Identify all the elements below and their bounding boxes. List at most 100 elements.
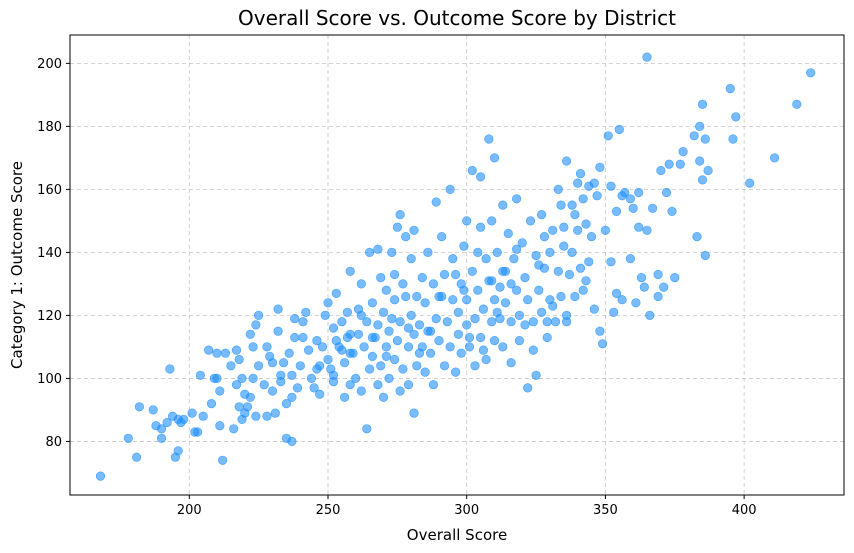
data-point <box>270 408 280 418</box>
data-point <box>381 285 391 295</box>
data-point <box>553 184 563 194</box>
data-point <box>578 194 588 204</box>
data-point <box>498 342 508 352</box>
y-axis-label: Category 1: Outcome Score <box>8 161 26 369</box>
data-point <box>231 380 242 390</box>
data-point <box>403 380 414 390</box>
data-point <box>631 298 641 308</box>
data-point <box>187 408 197 418</box>
data-point <box>193 427 203 437</box>
data-point <box>395 210 405 220</box>
data-point <box>584 257 594 267</box>
data-point <box>553 266 563 276</box>
data-point <box>362 317 372 327</box>
data-point <box>531 370 541 380</box>
data-point <box>218 455 228 465</box>
data-point <box>606 257 616 267</box>
data-point <box>431 197 441 207</box>
data-point <box>462 320 472 330</box>
data-point <box>287 392 297 402</box>
data-point <box>245 329 255 339</box>
data-point <box>254 310 264 321</box>
data-point <box>173 446 183 456</box>
data-point <box>459 241 469 251</box>
data-point <box>653 269 663 280</box>
data-point <box>642 52 652 62</box>
data-point <box>745 178 755 188</box>
data-point <box>653 291 663 302</box>
data-point <box>420 298 430 308</box>
data-point <box>390 295 400 305</box>
data-point <box>362 424 372 434</box>
data-point <box>295 361 305 371</box>
data-point <box>575 169 586 179</box>
data-point <box>198 411 208 421</box>
data-point <box>439 269 450 280</box>
data-point <box>376 361 386 371</box>
data-point <box>367 298 378 308</box>
data-point <box>625 254 636 264</box>
data-point <box>542 317 552 327</box>
data-point <box>639 282 649 292</box>
data-point <box>556 200 566 210</box>
x-tick-label: 300 <box>454 503 479 518</box>
data-point <box>564 269 575 280</box>
data-point <box>373 320 383 330</box>
data-point <box>381 342 391 352</box>
data-point <box>498 200 508 210</box>
data-point <box>395 386 405 396</box>
data-point <box>323 298 333 308</box>
data-point <box>670 273 680 283</box>
data-point <box>445 342 455 352</box>
data-point <box>251 320 261 330</box>
data-point <box>417 273 427 283</box>
data-point <box>506 317 516 327</box>
data-point <box>317 342 328 352</box>
data-point <box>586 232 597 242</box>
data-point <box>437 232 447 242</box>
data-point <box>556 291 566 302</box>
data-point <box>476 172 486 182</box>
data-point <box>534 260 544 270</box>
data-point <box>365 364 375 374</box>
data-point <box>511 194 522 204</box>
data-point <box>231 345 242 355</box>
data-point <box>353 329 364 339</box>
data-point <box>337 317 347 327</box>
data-point <box>406 310 416 321</box>
data-point <box>267 386 278 396</box>
data-point <box>661 187 672 198</box>
data-point <box>542 332 552 343</box>
x-axis-ticks: 200 250 300 350 400 <box>177 495 757 518</box>
data-point <box>359 342 369 352</box>
data-point <box>204 345 214 355</box>
data-point <box>412 361 422 371</box>
data-point <box>290 314 300 324</box>
data-point <box>403 323 414 333</box>
data-point <box>387 314 397 324</box>
data-point <box>600 225 611 235</box>
data-point <box>376 273 386 283</box>
data-point <box>561 156 572 166</box>
data-point <box>262 342 272 352</box>
data-point <box>315 389 325 399</box>
data-point <box>550 317 561 327</box>
data-point <box>769 153 780 163</box>
data-point <box>156 433 167 443</box>
data-point <box>356 279 366 289</box>
data-point <box>451 367 461 377</box>
data-point <box>298 332 308 343</box>
x-axis-label: Overall Score <box>407 526 507 544</box>
data-point <box>531 250 541 261</box>
data-point <box>534 285 544 295</box>
data-point <box>448 295 458 305</box>
data-point <box>603 131 613 141</box>
data-point <box>589 178 599 188</box>
data-point <box>487 216 497 226</box>
data-point <box>459 285 469 295</box>
data-point <box>442 317 452 327</box>
data-point <box>495 282 505 292</box>
data-point <box>206 399 217 409</box>
data-point <box>392 222 403 232</box>
data-point <box>467 266 477 276</box>
